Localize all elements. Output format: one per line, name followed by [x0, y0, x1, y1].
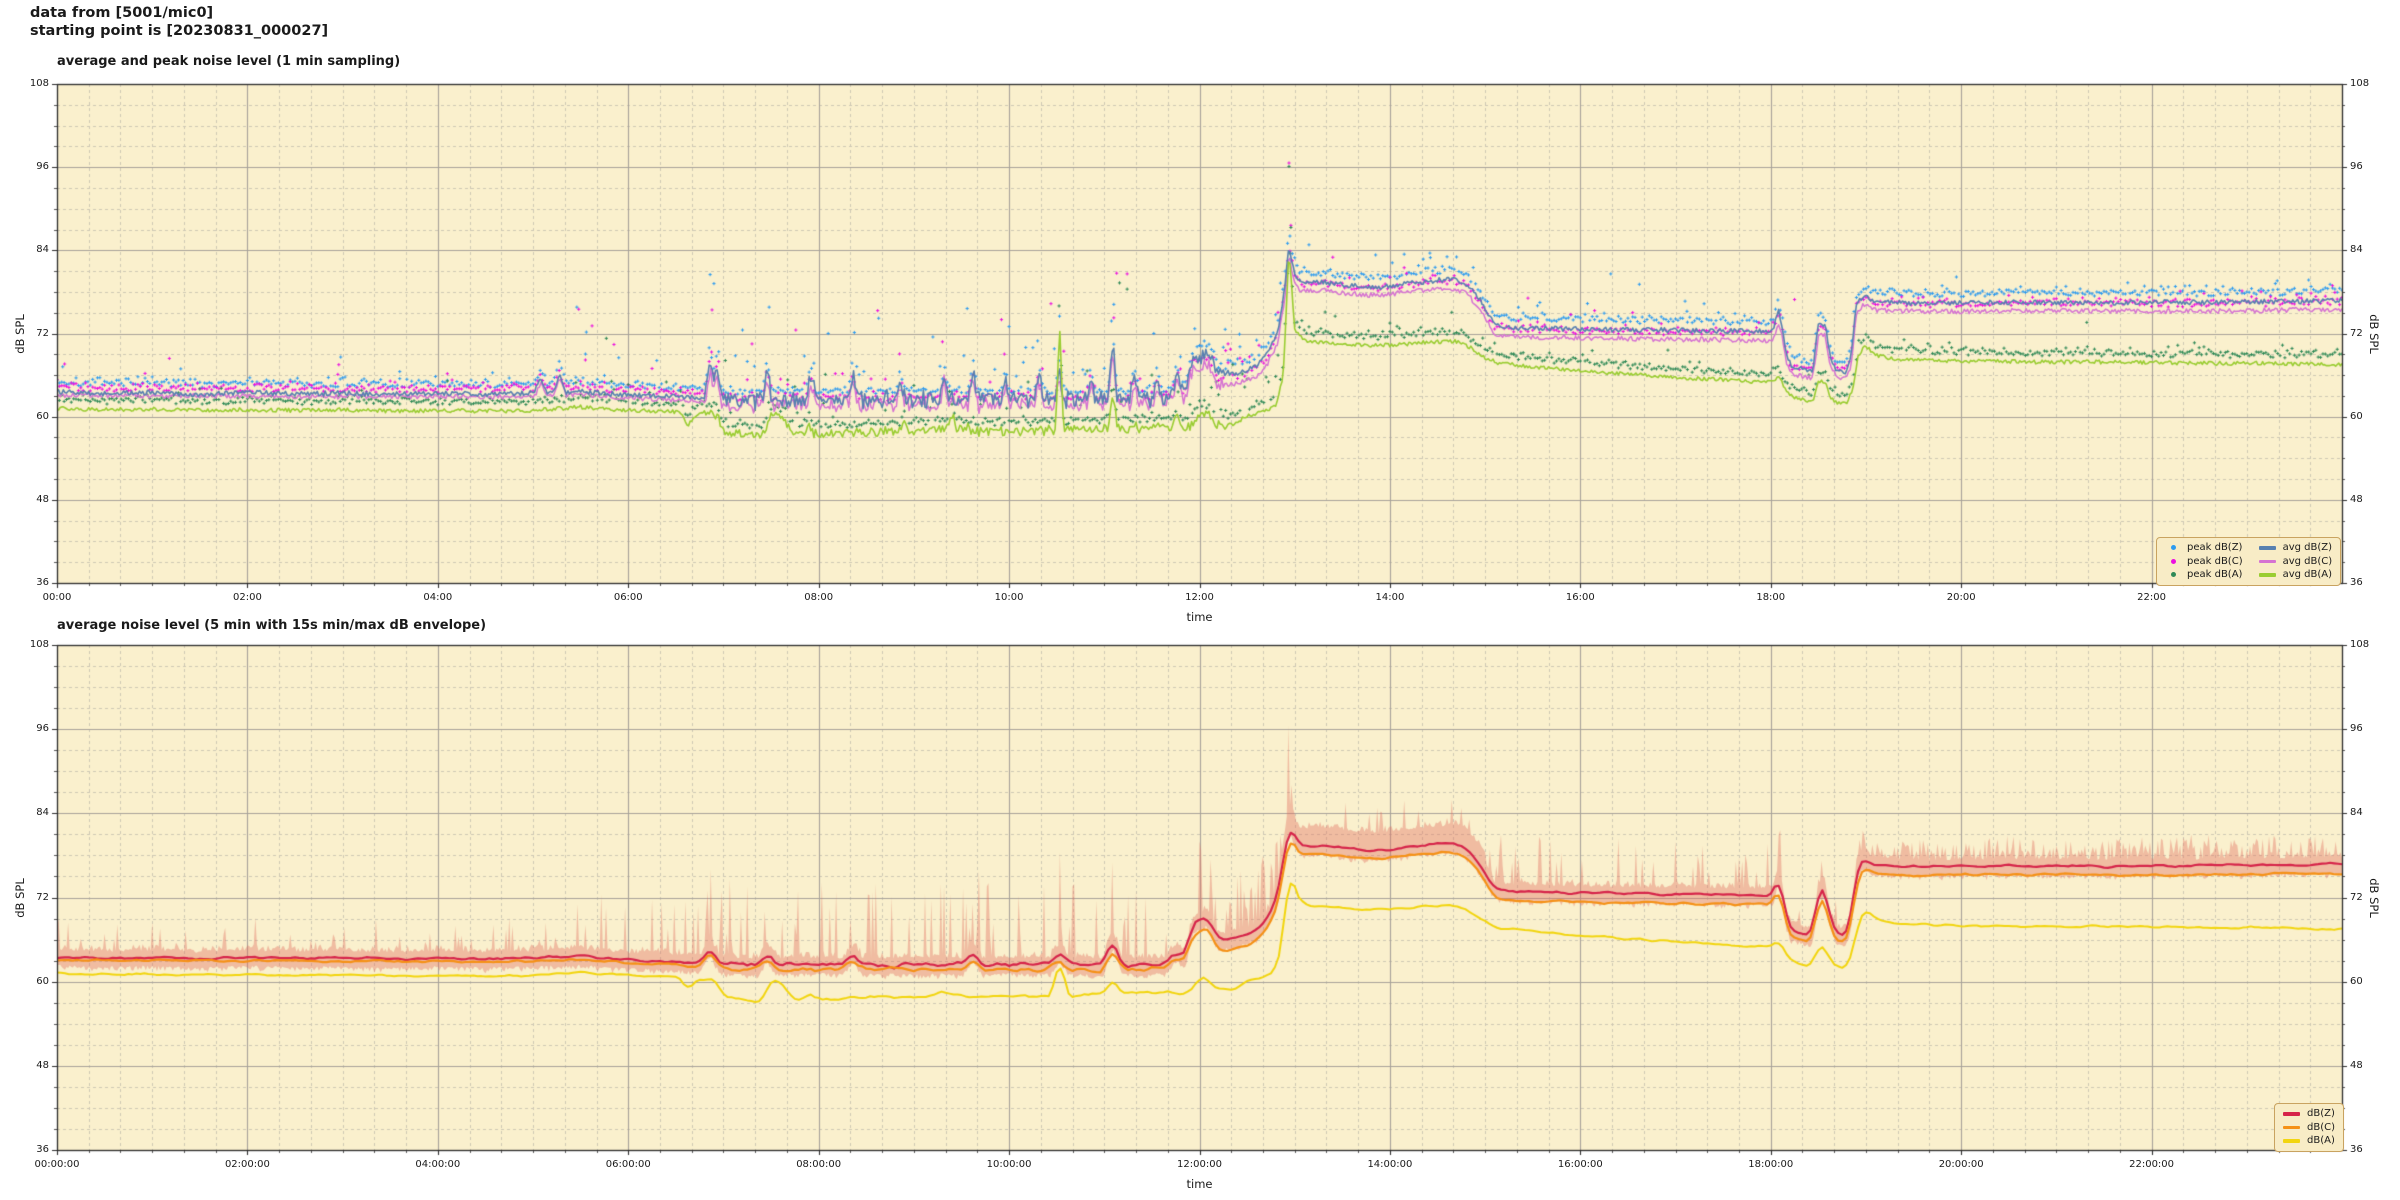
legend-line-marker-icon: [2283, 1125, 2300, 1129]
legend-entry: dB(A): [2283, 1134, 2335, 1147]
chart2-y-tick-label-left: 96: [36, 723, 49, 735]
chart2-x-tick-label: 16:00:00: [1557, 1159, 1603, 1170]
chart1-x-tick-label: 18:00: [1756, 592, 1786, 603]
chart1-x-tick-label: 16:00: [1565, 592, 1595, 603]
chart1-y-tick-label-right: 84: [2350, 244, 2363, 256]
chart1-x-tick-label: 22:00: [2137, 592, 2166, 603]
legend-dot-marker-icon: [2171, 572, 2176, 578]
chart2-y-tick-label-right: 108: [2350, 639, 2370, 650]
chart1-x-tick-label: 00:00: [42, 592, 72, 603]
chart1-x-tick-label: 14:00: [1375, 592, 1405, 603]
legend-entry: peak dB(A): [2165, 568, 2243, 581]
chart1-y-tick-label-right: 108: [2350, 78, 2370, 89]
chart2-x-tick-label: 18:00:00: [1748, 1159, 1794, 1170]
chart1-y-tick-label-left: 84: [36, 244, 49, 256]
chart1-y-tick-label-right: 36: [2350, 577, 2363, 588]
legend-entry: avg dB(A): [2258, 568, 2333, 581]
chart1-legend: peak dB(Z) peak dB(C) peak dB(A) avg dB(Z) a…: [2156, 537, 2342, 586]
chart2-y-tick-label-left: 48: [36, 1059, 49, 1071]
legend-entry-label: avg dB(C): [2282, 555, 2333, 567]
header-line2: starting point is [20230831_000027]: [30, 23, 329, 39]
legend-entry-label: dB(Z): [2307, 1108, 2335, 1120]
chart2-x-tick-label: 00:00:00: [34, 1159, 80, 1170]
chart1-x-tick-label: 06:00: [613, 592, 643, 603]
chart1-x-tick-label: 10:00: [994, 592, 1024, 603]
chart1-y-tick-label-left: 72: [36, 327, 49, 339]
legend-entry-label: avg dB(Z): [2282, 542, 2333, 554]
chart2-y-tick-label-left: 60: [36, 975, 49, 987]
chart2-x-tick-label: 02:00:00: [224, 1159, 270, 1170]
chart2-y-tick-label-right: 72: [2350, 891, 2363, 903]
chart2-y-tick-label-right: 36: [2350, 1144, 2363, 1155]
legend-line-marker-icon: [2258, 546, 2276, 550]
legend-entry-label: peak dB(A): [2187, 569, 2243, 581]
chart2-y-tick-label-right: 60: [2350, 975, 2363, 987]
chart1-y-tick-label-left: 36: [36, 577, 49, 588]
legend-entry: peak dB(Z): [2165, 541, 2243, 554]
chart2-y-tick-label-left: 108: [29, 639, 49, 650]
chart1-y-tick-label-left: 108: [29, 78, 49, 89]
chart2-x-tick-label: 12:00:00: [1177, 1159, 1222, 1170]
chart1-x-tick-label: 08:00: [804, 592, 834, 603]
chart1-y-tick-label-left: 48: [36, 493, 49, 505]
legend-dot-marker-icon: [2171, 545, 2176, 551]
chart1-x-tick-label: 02:00: [232, 592, 262, 603]
chart2-y-tick-label-right: 84: [2350, 807, 2363, 819]
chart1-y-tick-label-left: 96: [36, 161, 49, 173]
header-line1: data from [5001/mic0]: [30, 5, 214, 21]
legend-entry: avg dB(C): [2258, 555, 2333, 568]
chart2-x-tick-label: 20:00:00: [1938, 1159, 1984, 1170]
chart2-y-tick-label-left: 72: [36, 891, 49, 903]
chart1-title: average and peak noise level (1 min samp…: [57, 54, 401, 69]
chart1-y-tick-label-right: 96: [2350, 161, 2363, 173]
chart1-x-axis-label: time: [1186, 610, 1213, 624]
legend-entry-label: peak dB(C): [2187, 555, 2243, 567]
legend-entry-label: peak dB(Z): [2187, 542, 2243, 554]
chart1-y-tick-label-right: 72: [2350, 327, 2363, 339]
legend-entry: dB(Z): [2283, 1107, 2335, 1120]
legend-entry-label: avg dB(A): [2282, 569, 2333, 581]
legend-line-marker-icon: [2283, 1112, 2300, 1116]
chart2-y-tick-label-right: 48: [2350, 1059, 2363, 1071]
legend-entry: dB(C): [2283, 1121, 2335, 1134]
chart2-x-tick-label: 22:00:00: [2129, 1159, 2175, 1170]
chart2-title: average noise level (5 min with 15s min/…: [57, 618, 487, 633]
chart1-x-tick-label: 12:00: [1185, 592, 1214, 603]
chart1-y-tick-label-right: 60: [2350, 410, 2363, 422]
legend-line-marker-icon: [2258, 559, 2276, 563]
chart2-y-tick-label-left: 36: [36, 1144, 49, 1155]
legend-entry: avg dB(Z): [2258, 541, 2333, 554]
legend-dot-marker-icon: [2171, 558, 2176, 564]
chart1-x-tick-label: 20:00: [1946, 592, 1976, 603]
legend-entry: peak dB(C): [2165, 555, 2243, 568]
chart2-y-tick-label-left: 84: [36, 807, 49, 819]
chart2-x-tick-label: 06:00:00: [605, 1159, 651, 1170]
chart1-y-tick-label-right: 48: [2350, 493, 2363, 505]
chart2-legend: dB(Z) dB(C) dB(A): [2274, 1103, 2344, 1152]
chart2-x-tick-label: 14:00:00: [1367, 1159, 1413, 1170]
legend-entry-label: dB(A): [2307, 1135, 2335, 1147]
chart2-x-tick-label: 04:00:00: [415, 1159, 461, 1170]
chart1-y-tick-label-left: 60: [36, 410, 49, 422]
legend-line-marker-icon: [2283, 1139, 2300, 1143]
chart1-x-tick-label: 04:00: [423, 592, 453, 603]
legend-line-marker-icon: [2258, 573, 2276, 577]
chart2-x-tick-label: 08:00:00: [796, 1159, 842, 1170]
chart2-x-tick-label: 10:00:00: [986, 1159, 1032, 1170]
chart2-y-tick-label-right: 96: [2350, 723, 2363, 735]
legend-entry-label: dB(C): [2307, 1121, 2335, 1133]
chart2-x-axis-label: time: [1186, 1177, 1213, 1191]
